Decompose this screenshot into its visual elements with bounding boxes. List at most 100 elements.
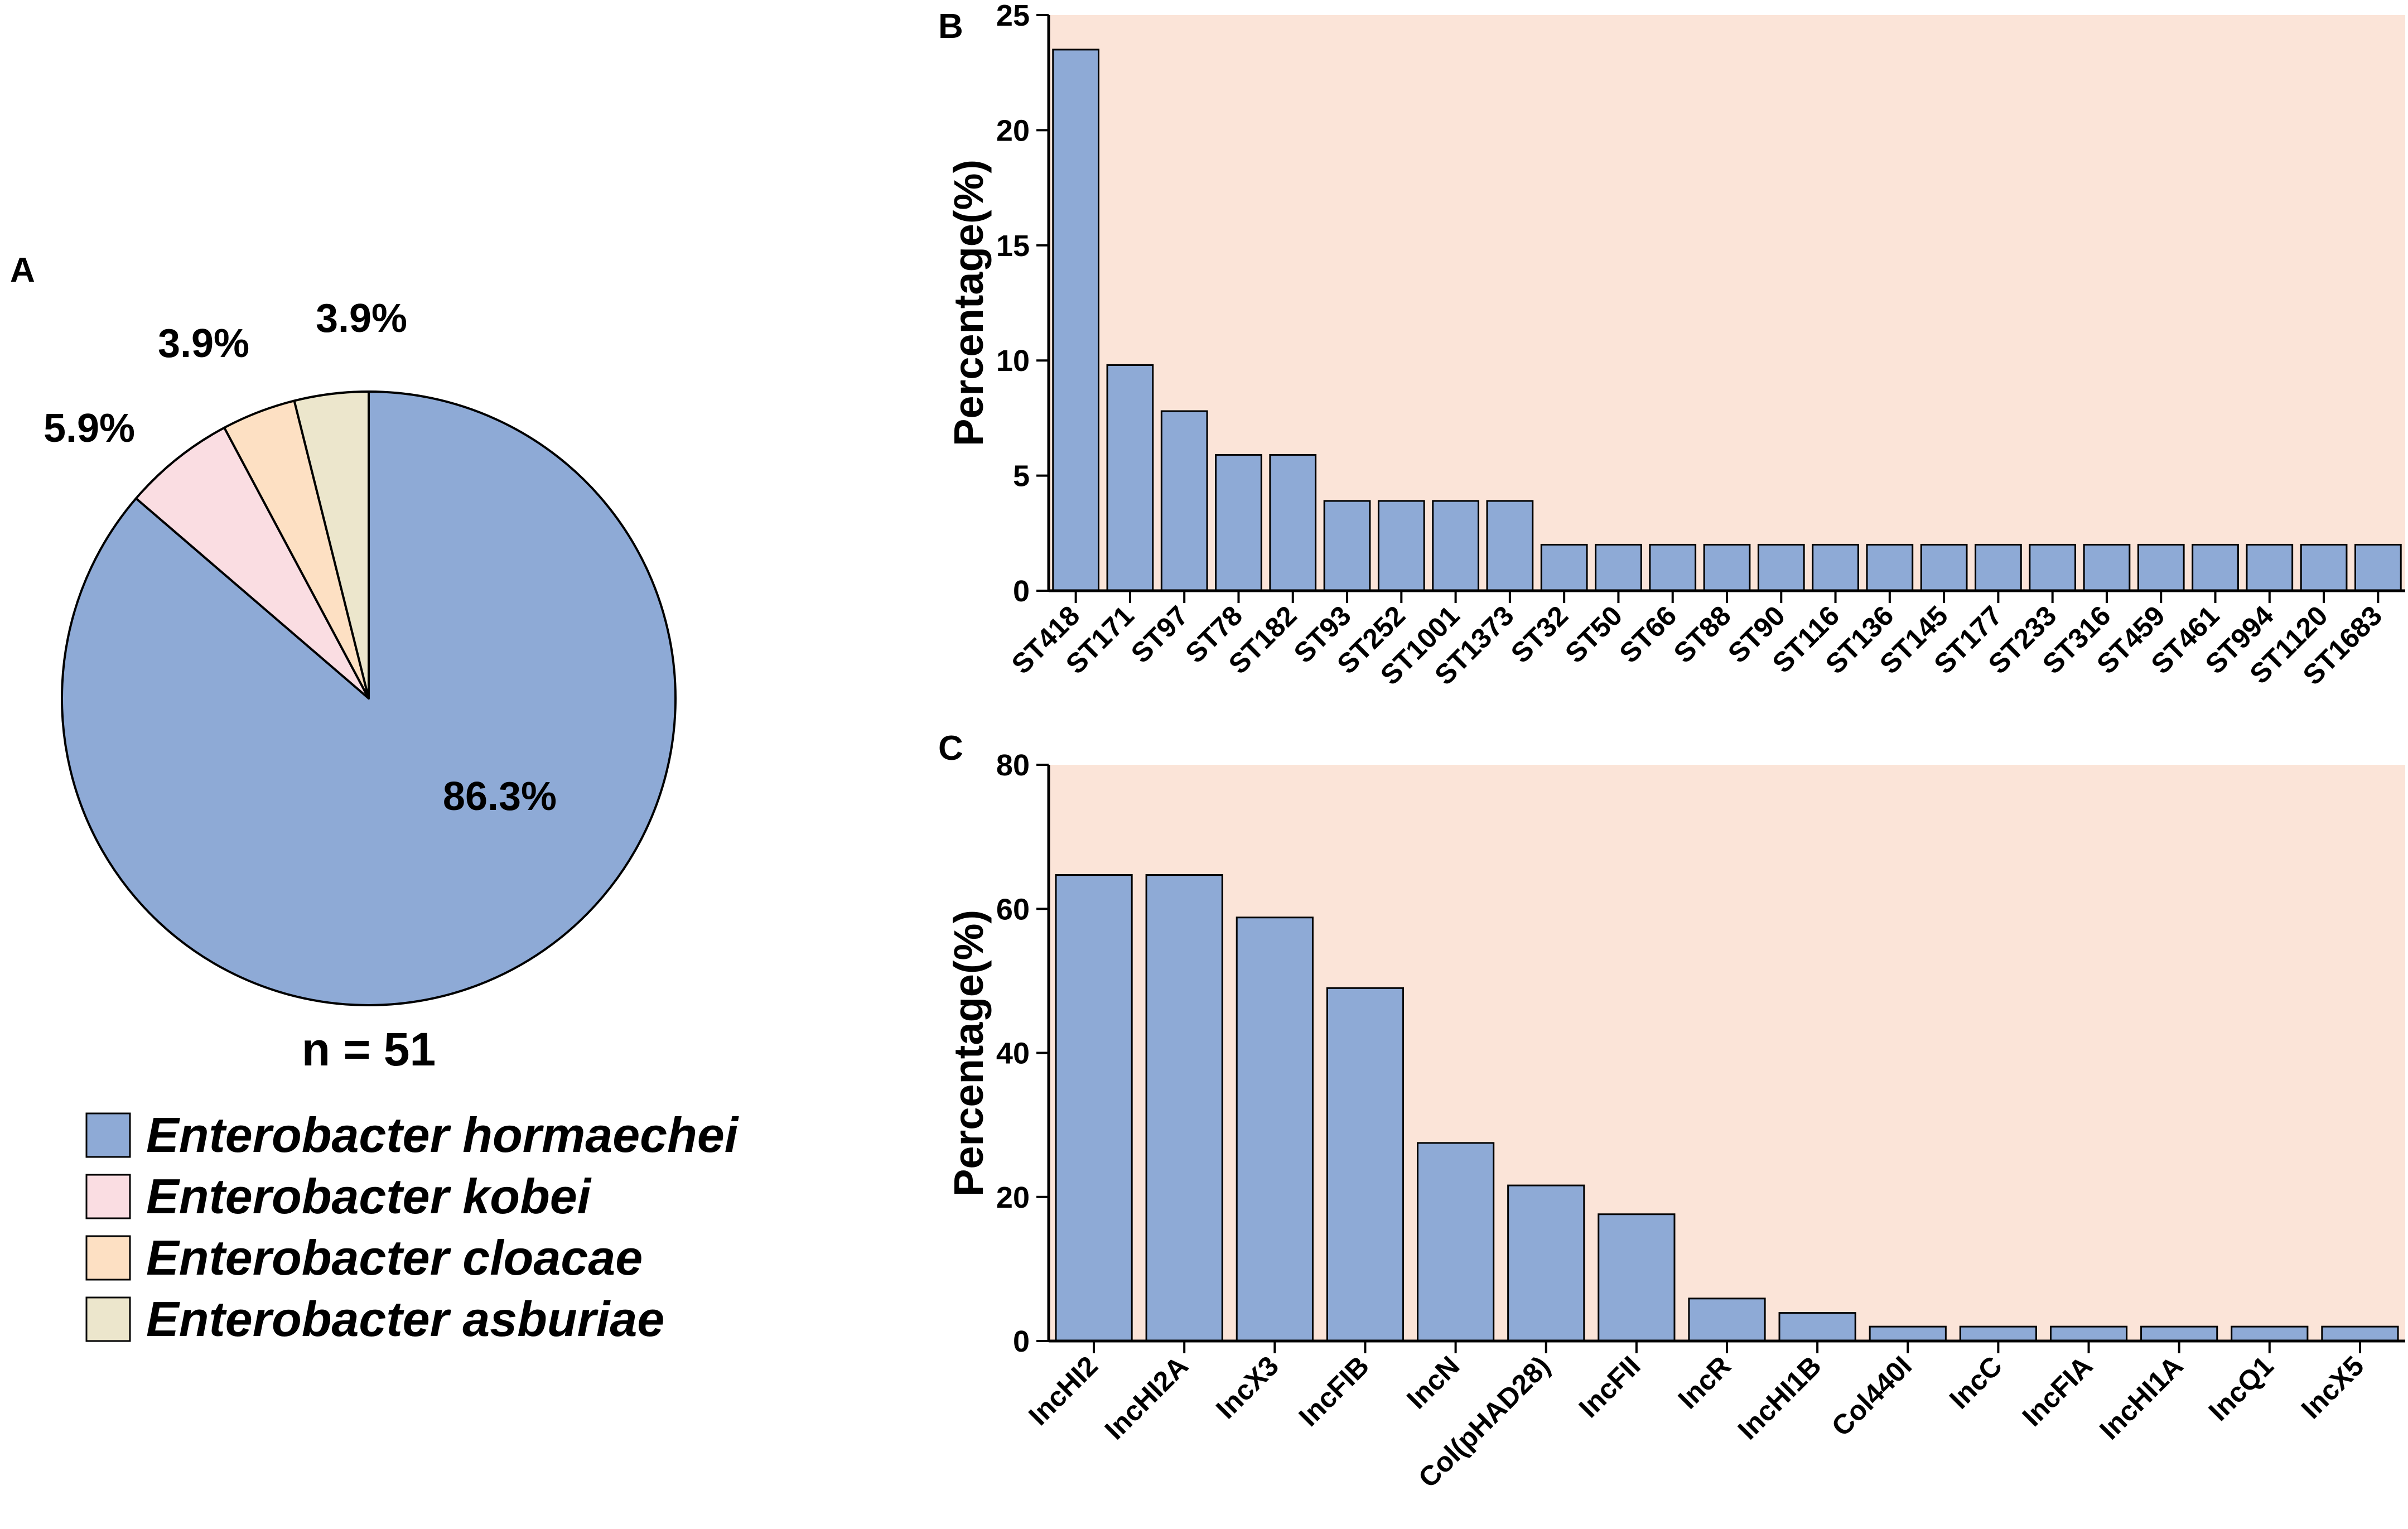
bar-st90 — [1757, 543, 1805, 592]
x-tick-label: IncN — [1401, 1350, 1465, 1415]
pie-pct-label-cloacae: 3.9% — [158, 321, 249, 366]
pie-pct-label-hormaechei: 86.3% — [443, 774, 557, 819]
y-tick-label: 5 — [1013, 460, 1030, 493]
bar-st461 — [2192, 543, 2239, 592]
bar-st116 — [1812, 543, 1859, 592]
bar-col440i — [1869, 1325, 1947, 1342]
x-tick-label: IncC — [1943, 1350, 2008, 1415]
y-tick-label: 20 — [996, 114, 1030, 147]
panel-label-a: A — [10, 251, 35, 290]
x-tick-label: IncFII — [1573, 1350, 1647, 1424]
pie-chart — [60, 390, 677, 1006]
bar-incfib — [1326, 987, 1405, 1342]
x-tick-label: IncFIA — [2016, 1350, 2099, 1432]
panel-a: A 86.3% 5.9% 3.9% 3.9% n = 51 Enterobact… — [10, 251, 739, 1347]
pie-slice-asburiae — [293, 390, 370, 700]
x-tick-label: IncR — [1672, 1350, 1737, 1415]
legend-label-kobei: Enterobacter kobei — [146, 1169, 592, 1224]
bar-st88 — [1703, 543, 1751, 592]
bar-st66 — [1649, 543, 1697, 592]
bar-st136 — [1866, 543, 1914, 592]
legend-label-hormaechei: Enterobacter hormaechei — [146, 1107, 739, 1163]
legend-item: Enterobacter hormaechei — [85, 1107, 739, 1163]
y-tick-label: 60 — [996, 893, 1030, 926]
pie-n-label: n = 51 — [302, 1023, 436, 1075]
y-tick-label: 80 — [996, 749, 1030, 782]
panel-label-b: B — [938, 7, 963, 46]
bar-inchi1b — [1778, 1312, 1856, 1342]
pie-pct-label-asburiae: 3.9% — [316, 296, 407, 341]
bar-st182 — [1269, 454, 1317, 592]
y-axis-ticks-b: 0 5 10 15 20 25 — [996, 0, 1049, 608]
bar-incfia — [2049, 1325, 2128, 1342]
x-axis-ticks-b: ST418ST171ST97ST78ST182ST93ST252ST1001ST… — [1006, 589, 2405, 691]
pie-slice-hormaechei — [60, 390, 677, 1006]
pie-legend: Enterobacter hormaechei Enterobacter kob… — [85, 1107, 739, 1347]
legend-swatch-asburiae — [85, 1296, 131, 1342]
bar-st145 — [1920, 543, 1968, 592]
legend-swatch-cloacae — [85, 1235, 131, 1281]
panel-b: B Percentage(%) 0 5 10 15 20 25 ST418ST171ST9… — [938, 0, 2405, 691]
bar-st316 — [2083, 543, 2131, 592]
y-axis-ticks-c: 0 20 40 60 80 — [996, 749, 1049, 1358]
pie-pct-label-kobei: 5.9% — [44, 406, 135, 451]
bar-incfii — [1598, 1213, 1676, 1342]
legend-item: Enterobacter kobei — [85, 1169, 592, 1224]
bar-st233 — [2029, 543, 2077, 592]
bar-st50 — [1595, 543, 1642, 592]
y-tick-label: 10 — [996, 344, 1030, 378]
bar-st252 — [1377, 500, 1425, 592]
x-tick-label: IncX3 — [1210, 1350, 1285, 1425]
y-tick-label: 15 — [996, 229, 1030, 263]
legend-swatch-hormaechei — [85, 1112, 131, 1158]
y-axis-title-c: Percentage(%) — [945, 910, 992, 1197]
legend-label-cloacae: Enterobacter cloacae — [146, 1230, 643, 1285]
bar-st1120 — [2300, 543, 2348, 592]
bar-inchi2 — [1055, 874, 1133, 1342]
x-tick-label: IncFIB — [1293, 1350, 1376, 1432]
legend-swatch-kobei — [85, 1174, 131, 1219]
pie-slice-kobei — [134, 426, 370, 700]
bar-inchi2a — [1145, 874, 1223, 1342]
bar-st1001 — [1432, 500, 1479, 592]
bar-st93 — [1323, 500, 1371, 592]
y-tick-label: 25 — [996, 0, 1030, 32]
x-tick-label: ST97 — [1125, 600, 1194, 669]
bar-incq1 — [2231, 1325, 2309, 1342]
bar-col-phad28- — [1507, 1184, 1585, 1342]
panel-label-c: C — [938, 729, 963, 768]
bar-st459 — [2137, 543, 2185, 592]
bar-st177 — [1975, 543, 2022, 592]
x-tick-label: ST88 — [1668, 600, 1737, 669]
legend-item: Enterobacter cloacae — [85, 1230, 643, 1285]
legend-item: Enterobacter asburiae — [85, 1291, 664, 1347]
bar-inchi1a — [2140, 1325, 2218, 1342]
bar-incx5 — [2321, 1325, 2399, 1342]
x-tick-label: ST50 — [1559, 600, 1628, 669]
bar-st32 — [1540, 543, 1588, 592]
bar-st1683 — [2354, 543, 2402, 592]
bar-st994 — [2246, 543, 2294, 592]
bar-st1373 — [1486, 500, 1534, 592]
x-tick-label: IncHI1B — [1732, 1350, 1827, 1445]
bar-incn — [1417, 1142, 1495, 1342]
bar-st78 — [1215, 454, 1262, 592]
legend-label-asburiae: Enterobacter asburiae — [146, 1291, 664, 1347]
bar-st97 — [1160, 410, 1208, 592]
x-tick-label: IncHI1A — [2093, 1350, 2189, 1445]
x-tick-label: IncHI2A — [1099, 1350, 1194, 1445]
x-tick-label: ST32 — [1505, 600, 1574, 669]
x-tick-label: Col440I — [1826, 1350, 1918, 1442]
bar-incc — [1959, 1325, 2037, 1342]
x-tick-label: IncHI2 — [1022, 1350, 1104, 1431]
bar-series-c — [1055, 874, 2399, 1342]
y-tick-label: 0 — [1013, 575, 1030, 608]
y-tick-label: 40 — [996, 1037, 1030, 1070]
bar-st418 — [1052, 49, 1100, 592]
bar-incr — [1688, 1298, 1766, 1342]
x-tick-label: IncX5 — [2295, 1350, 2370, 1425]
x-tick-label: ST66 — [1613, 600, 1682, 669]
